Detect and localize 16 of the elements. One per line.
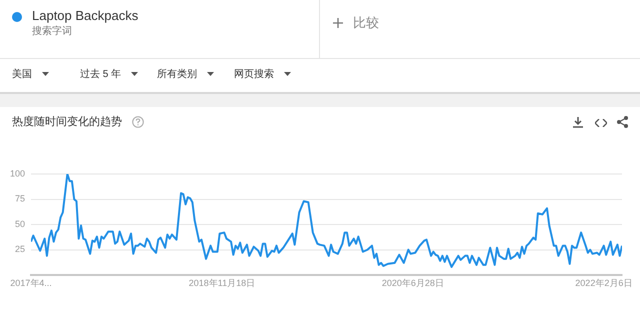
y-tick-label: 100 (10, 168, 25, 178)
y-tick-label: 75 (14, 194, 25, 204)
text: 美国 (12, 68, 32, 81)
text: 过去 5 年 (80, 68, 122, 81)
text: 网页搜索 (234, 68, 274, 81)
y-tick-label: 50 (14, 218, 25, 229)
x-tick-label: 2018年11月18日 (188, 278, 256, 288)
chart-title: 热度随时间变化的趋势 (12, 114, 122, 129)
text: 所有类别 (157, 68, 197, 81)
x-tick-label: 2020年6月28日 (382, 278, 444, 288)
legend-label: Laptop Backpacks (32, 8, 138, 23)
x-tick-label: 2022年2月6日 (575, 278, 632, 288)
text: 搜索字词 (32, 24, 72, 38)
x-tick-label: 2017年4... (10, 278, 52, 288)
text: 比较 (353, 14, 379, 32)
y-tick-label: 25 (14, 244, 25, 254)
